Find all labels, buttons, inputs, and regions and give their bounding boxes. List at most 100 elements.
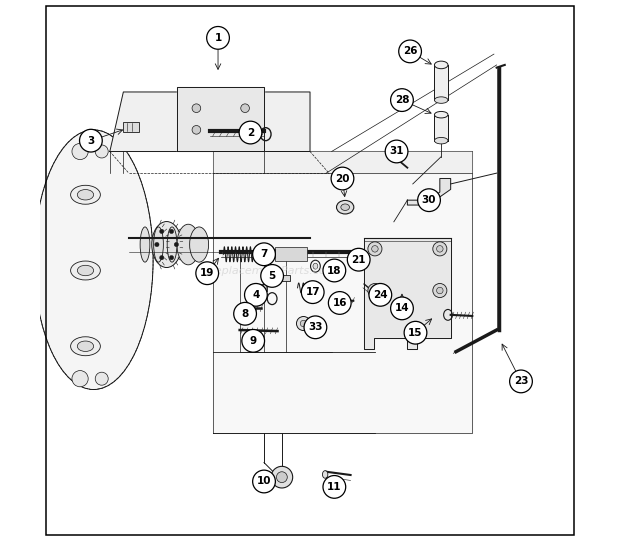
Circle shape	[399, 40, 422, 63]
Circle shape	[329, 292, 351, 314]
Ellipse shape	[190, 227, 208, 262]
Circle shape	[369, 283, 392, 306]
Ellipse shape	[435, 97, 448, 103]
Circle shape	[371, 287, 378, 294]
Ellipse shape	[71, 337, 100, 356]
Circle shape	[192, 126, 201, 134]
Text: 19: 19	[200, 268, 215, 278]
Circle shape	[234, 302, 257, 325]
Circle shape	[433, 283, 447, 298]
Ellipse shape	[322, 471, 328, 478]
Ellipse shape	[34, 130, 153, 390]
Ellipse shape	[167, 227, 177, 262]
Circle shape	[159, 229, 164, 234]
Polygon shape	[364, 238, 451, 349]
Circle shape	[169, 229, 174, 234]
Circle shape	[323, 259, 346, 282]
Text: 31: 31	[389, 147, 404, 156]
Circle shape	[323, 476, 346, 498]
Text: 10: 10	[257, 477, 272, 486]
Bar	[250, 284, 267, 291]
Text: 7: 7	[260, 249, 268, 259]
Ellipse shape	[140, 227, 150, 262]
Circle shape	[418, 189, 440, 212]
Ellipse shape	[78, 189, 94, 200]
Circle shape	[296, 316, 311, 331]
Circle shape	[300, 320, 307, 327]
Circle shape	[261, 265, 283, 287]
Circle shape	[253, 243, 275, 266]
Ellipse shape	[71, 261, 100, 280]
Text: 24: 24	[373, 290, 388, 300]
Ellipse shape	[78, 265, 94, 276]
Polygon shape	[177, 87, 264, 151]
Ellipse shape	[78, 341, 94, 352]
Bar	[435, 65, 448, 100]
Circle shape	[391, 89, 414, 111]
Polygon shape	[407, 179, 451, 205]
Circle shape	[433, 242, 447, 256]
Text: 9: 9	[250, 336, 257, 346]
Text: 26: 26	[403, 47, 417, 56]
Text: 20: 20	[335, 174, 350, 183]
Ellipse shape	[71, 185, 100, 204]
Text: 15: 15	[408, 328, 423, 338]
Circle shape	[169, 255, 174, 260]
Text: 3: 3	[87, 136, 94, 146]
Circle shape	[241, 126, 249, 134]
Ellipse shape	[177, 224, 200, 265]
Circle shape	[368, 242, 382, 256]
Ellipse shape	[154, 227, 164, 262]
Ellipse shape	[435, 61, 448, 69]
Circle shape	[510, 370, 533, 393]
Text: 16: 16	[332, 298, 347, 308]
Text: 2: 2	[247, 128, 254, 137]
Circle shape	[301, 281, 324, 304]
Circle shape	[72, 371, 88, 387]
Polygon shape	[213, 173, 472, 433]
Circle shape	[253, 470, 275, 493]
Circle shape	[72, 143, 88, 160]
Text: 30: 30	[422, 195, 436, 205]
Circle shape	[304, 316, 327, 339]
Text: ReplacementParts.com: ReplacementParts.com	[207, 266, 337, 275]
Circle shape	[192, 104, 201, 113]
Circle shape	[368, 283, 382, 298]
Text: 28: 28	[395, 95, 409, 105]
Circle shape	[196, 262, 219, 285]
Text: 8: 8	[241, 309, 249, 319]
Circle shape	[155, 242, 159, 247]
Circle shape	[385, 140, 408, 163]
Circle shape	[371, 246, 378, 252]
Circle shape	[271, 466, 293, 488]
Circle shape	[277, 472, 287, 483]
Circle shape	[391, 297, 414, 320]
Circle shape	[331, 167, 354, 190]
Text: 5: 5	[268, 271, 276, 281]
Bar	[275, 275, 290, 281]
Text: 21: 21	[352, 255, 366, 265]
Circle shape	[436, 246, 443, 252]
Polygon shape	[213, 151, 472, 173]
Text: 1: 1	[215, 33, 222, 43]
Text: 4: 4	[252, 290, 260, 300]
Polygon shape	[110, 92, 310, 151]
Ellipse shape	[313, 263, 318, 269]
Circle shape	[206, 27, 229, 49]
Circle shape	[95, 145, 108, 158]
Circle shape	[242, 329, 265, 352]
Circle shape	[174, 242, 179, 247]
Bar	[435, 115, 448, 141]
Ellipse shape	[152, 222, 182, 267]
Ellipse shape	[337, 201, 354, 214]
Ellipse shape	[435, 137, 448, 144]
Circle shape	[404, 321, 427, 344]
Text: 14: 14	[395, 304, 409, 313]
Circle shape	[241, 104, 249, 113]
Text: 33: 33	[308, 322, 322, 332]
Bar	[259, 249, 275, 256]
Circle shape	[244, 283, 267, 306]
Ellipse shape	[435, 111, 448, 118]
Text: 23: 23	[514, 377, 528, 386]
Circle shape	[95, 372, 108, 385]
